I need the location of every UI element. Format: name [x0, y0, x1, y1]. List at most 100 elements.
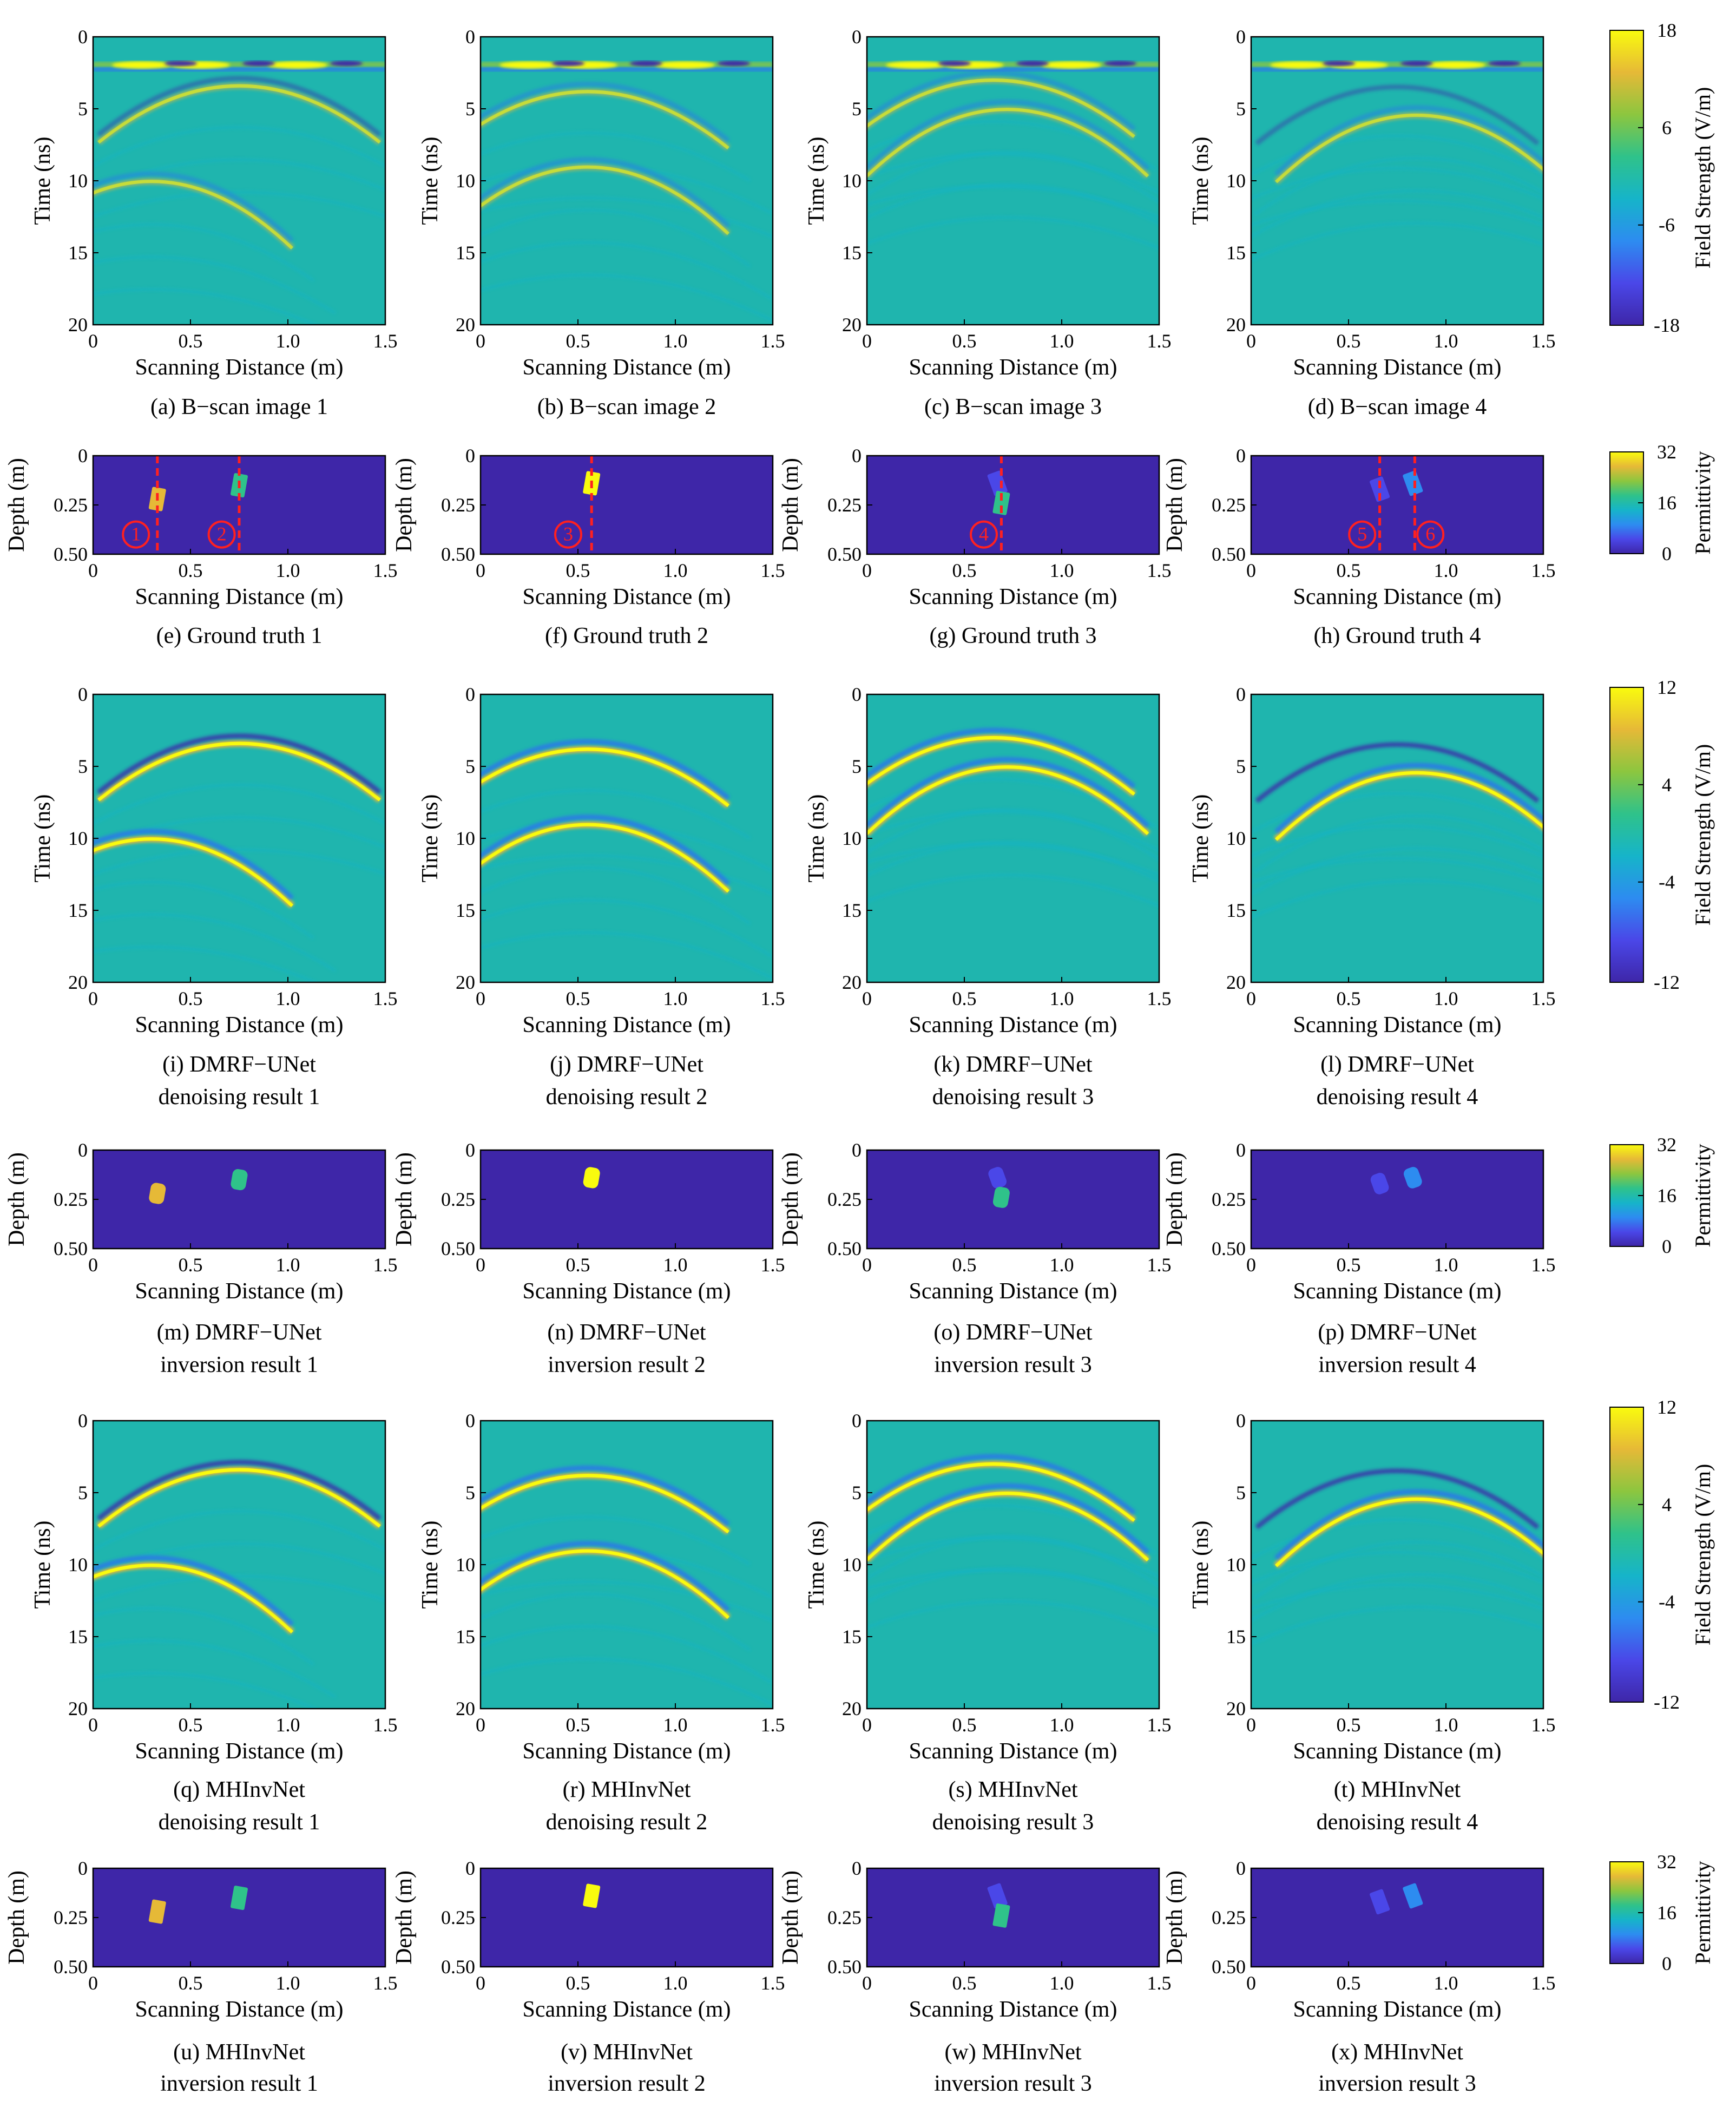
- panel-caption: inversion result 2: [548, 1353, 706, 1377]
- y-tick-label: 20: [1226, 1698, 1246, 1719]
- panel-4-2: 0 0.5 1.0 1.5 0 5 10 15 20 Scanning Distance (m) T…: [804, 1410, 1172, 1835]
- direct-wave-trough: [1488, 61, 1521, 67]
- colorbar-5: 32 16 0 Permittivity: [1609, 1851, 1715, 1974]
- panel-caption: (v) MHInvNet: [561, 2040, 693, 2065]
- colorbar-tick-label: -18: [1654, 314, 1680, 336]
- y-tick-label: 10: [68, 170, 88, 192]
- plot-background: [867, 1868, 1159, 1967]
- y-axis-label: Time (ns): [804, 137, 829, 225]
- hyperbola-multiple: [1251, 1573, 1543, 1623]
- panel-caption: (q) MHInvNet: [173, 1777, 305, 1802]
- direct-wave-shadow: [481, 67, 773, 72]
- hyperbola-multiple: [481, 1580, 773, 1623]
- colorbar-tick-label: 16: [1657, 492, 1676, 514]
- plot-background: [867, 694, 1159, 982]
- plot-background: [1251, 37, 1543, 325]
- panel-caption: (g) Ground truth 3: [929, 623, 1096, 648]
- hyperbola-multiple: [93, 1509, 385, 1552]
- x-tick-label: 0.5: [952, 330, 977, 352]
- panel-caption: (s) MHInvNet: [948, 1777, 1077, 1802]
- plot-content: [1251, 742, 1543, 920]
- panel-4-1: 0 0.5 1.0 1.5 0 5 10 15 20 Scanning Distance (m) T…: [418, 1410, 785, 1835]
- colorbar-label: Permittivity: [1691, 1861, 1715, 1964]
- x-axis-label: Scanning Distance (m): [135, 1279, 344, 1304]
- x-tick-label: 1.5: [373, 1254, 398, 1276]
- target-scatterer: [148, 1899, 166, 1924]
- colorbar-tick-label: 4: [1662, 1494, 1672, 1515]
- hyperbola-crest: [1274, 1497, 1543, 1567]
- plot-content: [867, 1454, 1159, 1634]
- plot-content: [987, 1883, 1010, 1928]
- hyperbola-crest: [481, 747, 729, 807]
- y-axis-label: Time (ns): [1188, 795, 1213, 883]
- panel-caption: (o) DMRF−UNet: [933, 1320, 1093, 1345]
- hyperbola-multiple: [481, 898, 773, 958]
- y-tick-label: 0: [852, 684, 862, 705]
- hyperbola-multiple: [1253, 156, 1543, 216]
- x-tick-label: 1.0: [1050, 988, 1074, 1009]
- hyperbola-multiple: [867, 215, 1159, 250]
- hyperbola-crest: [867, 108, 1149, 178]
- target-marker-circle: [1348, 520, 1377, 549]
- panel-caption: (a) B−scan image 1: [150, 395, 328, 419]
- hyperbola-multiple: [93, 191, 385, 218]
- hyperbola-negative: [481, 81, 730, 143]
- hyperbola-crest: [481, 165, 730, 235]
- hyperbola-negative: [1274, 763, 1543, 834]
- hyperbola-negative: [1255, 84, 1540, 146]
- hyperbola-multiple: [93, 1671, 319, 1709]
- x-tick-label: 0.5: [566, 1972, 590, 1994]
- y-tick-label: 5: [852, 98, 862, 120]
- panel-caption: (t) MHInvNet: [1334, 1777, 1461, 1802]
- y-tick-label: 0: [852, 1139, 862, 1161]
- hyperbola-crest: [97, 741, 381, 802]
- hyperbola-multiple: [481, 789, 751, 840]
- plot-content: [93, 61, 385, 325]
- x-tick-label: 1.0: [663, 330, 688, 352]
- panel-3-0: 0 0.5 1.0 1.5 0 0.25 0.50 Scanning Distance (m)…: [4, 1139, 398, 1377]
- x-tick-label: 1.5: [1531, 560, 1556, 581]
- y-tick-label: 5: [465, 756, 475, 777]
- hyperbola-multiple: [481, 931, 773, 980]
- panel-caption: (e) Ground truth 1: [156, 623, 323, 648]
- x-tick-label: 1.5: [1147, 1714, 1172, 1736]
- y-axis-label: Time (ns): [1188, 1521, 1213, 1609]
- plot-content: [583, 1167, 600, 1189]
- x-tick-label: 0: [862, 1972, 872, 1994]
- hyperbola-multiple: [867, 873, 1159, 908]
- y-tick-label: 0.25: [54, 1907, 88, 1928]
- target-scatterer: [1370, 1889, 1390, 1915]
- plot-content: [481, 61, 773, 323]
- x-tick-label: 1.5: [761, 1714, 785, 1736]
- hyperbola-multiple: [1251, 857, 1543, 884]
- target-marker-label: 2: [217, 523, 227, 545]
- x-tick-label: 1.5: [1147, 330, 1172, 352]
- direct-wave-trough: [165, 61, 197, 67]
- direct-wave-trough: [718, 61, 750, 67]
- x-tick-label: 1.0: [663, 1972, 688, 1994]
- x-tick-label: 1.5: [373, 988, 398, 1009]
- x-tick-label: 0: [476, 988, 485, 1009]
- panel-caption: (i) DMRF−UNet: [162, 1052, 316, 1077]
- y-tick-label: 0: [465, 1410, 475, 1432]
- hyperbola-multiple: [867, 150, 1159, 204]
- panel-2-0: 0 0.5 1.0 1.5 0 5 10 15 20 Scanning Distance (m) T…: [30, 684, 398, 1109]
- panel-3-2: 0 0.5 1.0 1.5 0 0.25 0.50 Scanning Distance (m)…: [778, 1139, 1172, 1377]
- y-tick-label: 0: [465, 1139, 475, 1161]
- hyperbola-multiple: [1251, 1551, 1543, 1584]
- plot-background: [93, 1868, 385, 1967]
- y-tick-label: 15: [1226, 1626, 1246, 1647]
- plot-content: [1370, 1167, 1422, 1194]
- x-tick-label: 0.5: [179, 1714, 203, 1736]
- panel-caption: (b) B−scan image 2: [537, 395, 716, 419]
- y-tick-label: 0.25: [441, 1189, 475, 1210]
- x-axis-label: Scanning Distance (m): [909, 1013, 1117, 1038]
- x-tick-label: 0: [476, 1714, 485, 1736]
- y-tick-label: 5: [852, 1482, 862, 1504]
- y-tick-label: 20: [1226, 971, 1246, 993]
- y-axis-label: Time (ns): [30, 1521, 55, 1609]
- colorbar-tick-label: 4: [1662, 774, 1672, 796]
